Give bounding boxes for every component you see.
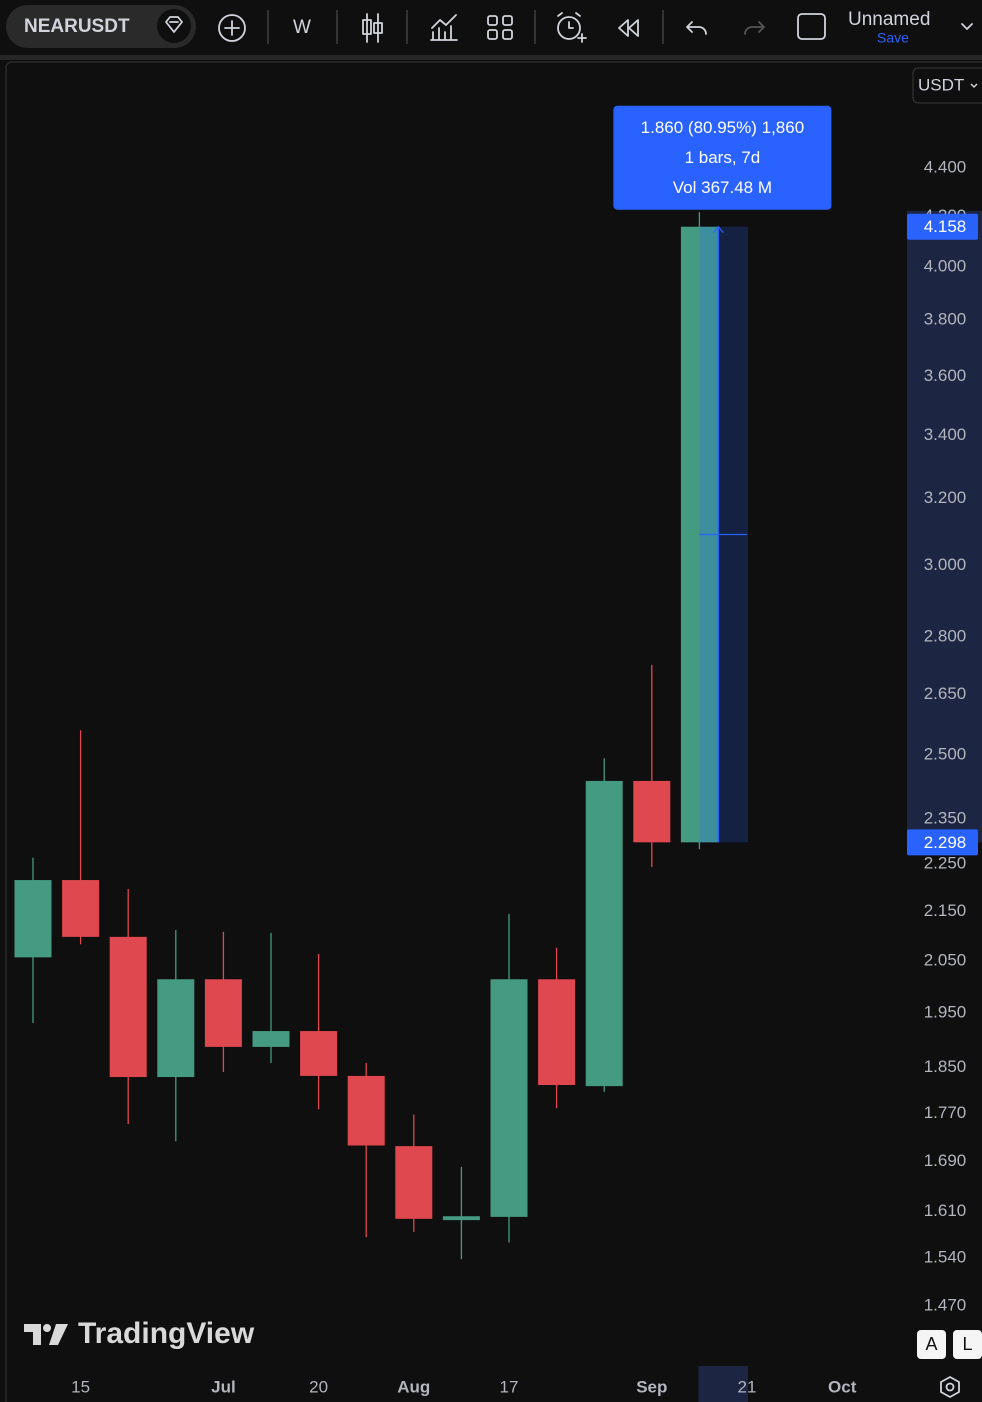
replay-button[interactable] (618, 19, 639, 37)
y-tick-label: 1.470 (924, 1296, 967, 1315)
y-tick-label: 4.400 (924, 157, 967, 176)
plot: 4.4004.2004.0003.8003.6003.4003.2003.000… (14, 105, 982, 1402)
save-button[interactable]: Save (877, 30, 909, 46)
candle-body (442, 1216, 480, 1221)
candle-body (109, 936, 147, 1078)
y-tick-label: 1.850 (924, 1057, 967, 1076)
y-tick-label: 2.150 (924, 901, 967, 920)
candle-body (395, 1146, 433, 1219)
y-tick-label: 1.610 (924, 1201, 967, 1220)
y-tick-label: 2.250 (924, 854, 967, 873)
settings-button[interactable] (940, 1376, 960, 1398)
candle-body (585, 780, 623, 1087)
add-symbol-button[interactable] (218, 14, 246, 42)
chart-pane (5, 61, 982, 1402)
price-tag (907, 213, 978, 240)
price-tag-label: 4.158 (924, 217, 967, 236)
candle-body (204, 979, 242, 1047)
indicators-button[interactable] (430, 14, 458, 41)
symbol-pill[interactable] (6, 5, 196, 48)
y-tick-label: 1.690 (924, 1151, 967, 1170)
auto-scale-button[interactable] (917, 1330, 946, 1359)
measure-tooltip-line: 1.860 (80.95%) 1,860 (641, 118, 805, 137)
x-tick-label: Aug (397, 1377, 430, 1396)
diamond-icon (165, 16, 183, 33)
candle-body (490, 979, 528, 1217)
candle-body (300, 1031, 338, 1076)
x-tick-label: 17 (500, 1377, 519, 1396)
y-tick-label: 3.800 (924, 310, 967, 329)
log-scale-button[interactable] (953, 1330, 982, 1359)
candle-body (347, 1075, 385, 1146)
chart-type-button[interactable] (362, 13, 383, 43)
log-scale-label[interactable]: L (962, 1334, 972, 1354)
x-tick-label: 20 (309, 1377, 328, 1396)
time-axis-highlight (698, 1366, 748, 1402)
redo-button[interactable] (744, 21, 765, 35)
interval[interactable]: W (293, 17, 311, 38)
alert-button[interactable] (557, 12, 587, 43)
x-tick-label: Oct (828, 1377, 857, 1396)
y-tick-label: 2.650 (924, 684, 967, 703)
measure-tooltip-line: 1 bars, 7d (685, 148, 761, 167)
templates-button[interactable] (487, 15, 513, 40)
watermark: TradingView (78, 1317, 255, 1350)
y-tick-label: 2.800 (924, 627, 967, 646)
measure-tooltip (613, 105, 832, 210)
currency-chevron (970, 83, 978, 89)
y-tick-label: 2.350 (924, 809, 967, 828)
symbol[interactable]: NEARUSDT (24, 16, 130, 37)
diamond-button[interactable] (157, 9, 191, 43)
y-tick-label: 3.200 (924, 488, 967, 507)
watermark-logo (24, 1324, 68, 1345)
x-tick-label: 21 (738, 1377, 757, 1396)
y-tick-label: 1.770 (924, 1103, 967, 1122)
layout-menu[interactable] (961, 23, 973, 30)
toolbar-separator (0, 55, 982, 60)
candle-body (62, 880, 100, 937)
undo-button[interactable] (686, 21, 707, 35)
y-tick-label: 3.400 (924, 425, 967, 444)
price-tag-label: 2.298 (924, 833, 967, 852)
x-tick-label: Jul (211, 1377, 236, 1396)
y-tick-label: 3.000 (924, 555, 967, 574)
y-tick-label: 3.600 (924, 366, 967, 385)
y-tick-label: 2.500 (924, 744, 967, 763)
price-axis-highlight (907, 210, 982, 843)
candle-body (633, 780, 671, 843)
candle-body (252, 1031, 290, 1047)
candle-body (157, 979, 195, 1078)
auto-scale-label[interactable]: A (925, 1334, 937, 1354)
candle-body (538, 979, 576, 1085)
layout-name[interactable]: Unnamed (848, 9, 930, 30)
price-tag (907, 829, 978, 856)
measure-arrow (712, 225, 724, 234)
x-tick-label: Sep (636, 1377, 667, 1396)
currency-button[interactable] (912, 67, 982, 104)
y-tick-label: 4.000 (924, 256, 967, 275)
candle-body (14, 880, 52, 958)
y-tick-label: 1.950 (924, 1002, 967, 1021)
currency[interactable]: USDT (918, 75, 964, 94)
x-tick-label: 15 (71, 1377, 90, 1396)
y-tick-label: 2.050 (924, 950, 967, 969)
measure-tooltip-line: Vol 367.48 M (673, 178, 772, 197)
layout-icon[interactable] (797, 13, 826, 40)
y-tick-label: 1.540 (924, 1247, 967, 1266)
